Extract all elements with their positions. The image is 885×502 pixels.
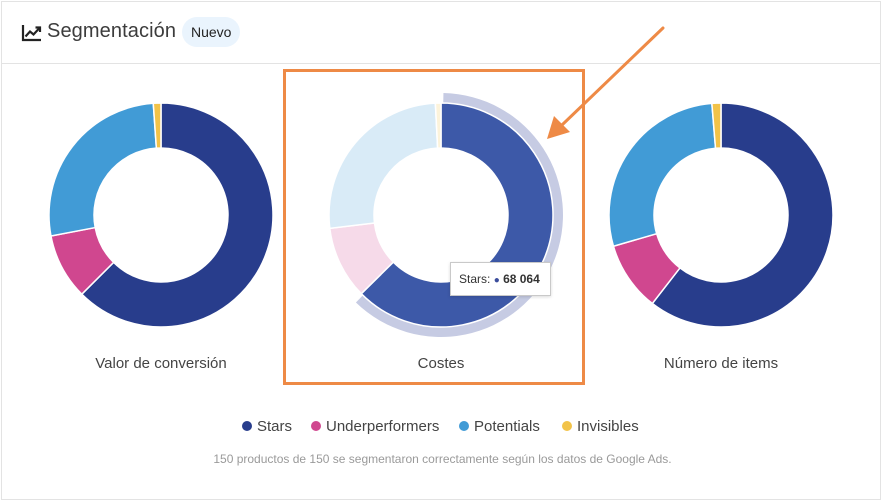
legend-dot-invisibles-icon [562, 421, 572, 431]
slice-invisibles[interactable] [152, 102, 162, 149]
legend-label-potentials: Potentials [474, 418, 540, 435]
page-title: Segmentación [47, 20, 177, 42]
legend-item-potentials[interactable]: Potentials [459, 416, 540, 438]
annotation-arrow [547, 26, 665, 139]
legend-label-stars: Stars [257, 418, 293, 435]
chart-label-valor-de-conversion: Valor de conversión [95, 355, 227, 372]
legend-dot-stars-icon [242, 421, 252, 431]
slice-invisibles[interactable] [434, 102, 442, 149]
legend-label-invisibles: Invisibles [577, 418, 639, 435]
chart-tooltip: Stars: ● 68 064 [450, 262, 551, 296]
tooltip-value: 68 064 [503, 272, 540, 286]
slice-potentials[interactable] [48, 102, 158, 237]
chart-label-numero-de-items: Número de items [663, 355, 779, 372]
trending-chart-icon [21, 25, 42, 42]
slice-potentials[interactable] [608, 102, 717, 248]
segmentation-footnote: 150 productos de 150 se segmentaron corr… [213, 452, 672, 466]
donut-valor-de-conversion[interactable] [48, 102, 274, 328]
legend-item-invisibles[interactable]: Invisibles [562, 416, 639, 438]
slice-stars[interactable] [80, 102, 274, 328]
legend-dot-underperformers-icon [311, 421, 321, 431]
tooltip-series: Stars: [459, 272, 491, 286]
chart-label-costes: Costes [417, 355, 465, 372]
tooltip-dot-icon: ● [493, 275, 500, 286]
legend-item-underperformers[interactable]: Underperformers [311, 416, 439, 438]
slice-invisibles[interactable] [711, 102, 722, 150]
legend-dot-potentials-icon [459, 421, 469, 431]
slice-stars[interactable] [651, 102, 834, 328]
highlight-box-costes [283, 69, 585, 385]
donut-numero-de-items[interactable] [608, 102, 834, 328]
legend-item-stars[interactable]: Stars [242, 416, 292, 438]
card-header: Segmentación Nuevo [2, 2, 880, 64]
new-badge: Nuevo [182, 17, 241, 47]
chart-legend: Stars Underperformers Potentials Invisib… [0, 416, 885, 438]
legend-label-underperformers: Underperformers [326, 418, 440, 435]
slice-halo-stars [355, 93, 563, 337]
